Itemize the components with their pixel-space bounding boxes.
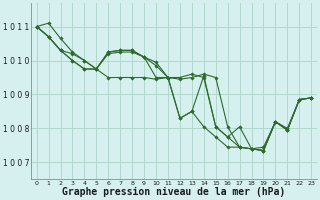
X-axis label: Graphe pression niveau de la mer (hPa): Graphe pression niveau de la mer (hPa) xyxy=(62,187,285,197)
